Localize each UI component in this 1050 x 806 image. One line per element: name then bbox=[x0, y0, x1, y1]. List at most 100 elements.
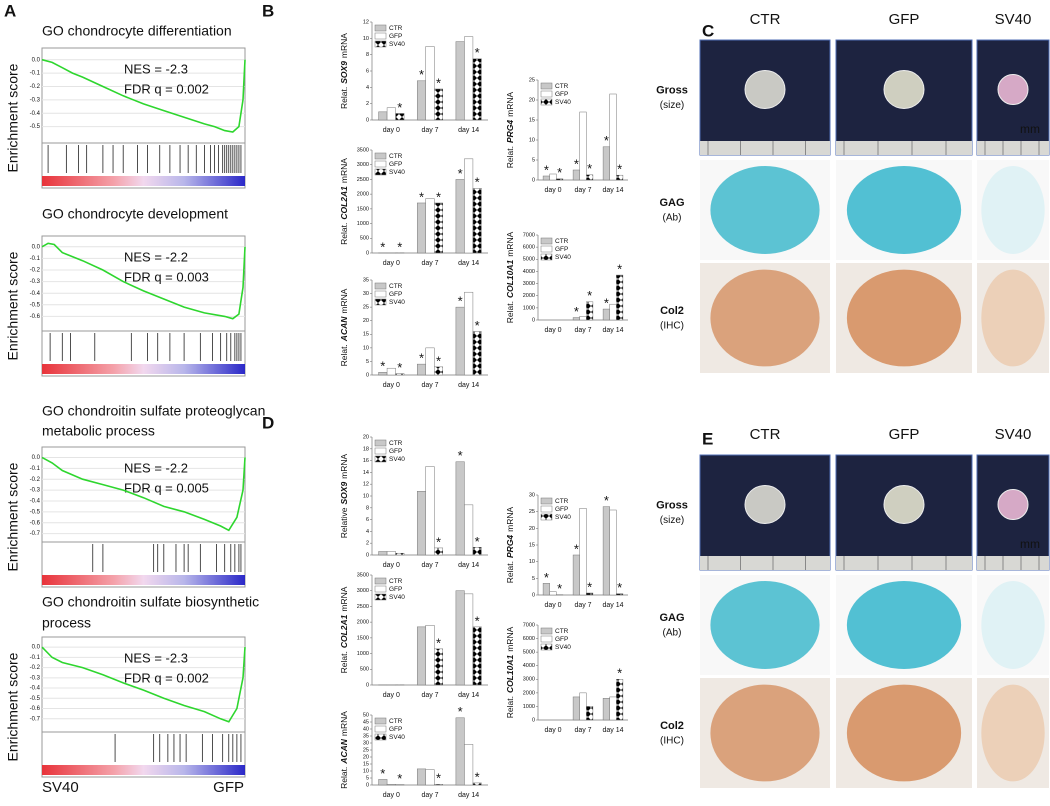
bar bbox=[434, 88, 444, 121]
y-tick-label: -0.1 bbox=[30, 71, 41, 77]
y-axis-label: Relat. ACAN mRNA bbox=[339, 288, 349, 366]
y-tick-label: 0 bbox=[532, 317, 535, 323]
y-label-part: mRNA bbox=[505, 91, 515, 116]
significance-mark: * bbox=[587, 161, 592, 176]
significance-mark: * bbox=[574, 304, 579, 319]
bar bbox=[464, 744, 474, 786]
y-tick-label: 2000 bbox=[357, 620, 369, 626]
legend-label: GFP bbox=[389, 586, 402, 593]
significance-mark: * bbox=[436, 353, 441, 368]
y-tick-label: 0.0 bbox=[32, 244, 41, 250]
significance-mark: * bbox=[436, 189, 441, 204]
tissue bbox=[981, 581, 1045, 669]
y-axis-label: Enrichment score bbox=[5, 251, 21, 360]
legend-label: SV40 bbox=[389, 169, 405, 176]
significance-mark: * bbox=[436, 75, 441, 90]
bar bbox=[464, 593, 474, 686]
y-label-part: mRNA bbox=[339, 158, 349, 183]
bar bbox=[616, 174, 624, 181]
y-tick-label: 2000 bbox=[523, 293, 535, 299]
row-label: Gross bbox=[656, 84, 688, 96]
column-header: SV40 bbox=[995, 11, 1032, 28]
chart-title: GO chondrocyte differentiation bbox=[42, 23, 232, 39]
bar bbox=[572, 696, 580, 721]
bar bbox=[586, 592, 594, 596]
y-tick-label: 2500 bbox=[357, 177, 369, 183]
y-tick-label: 16 bbox=[363, 458, 369, 464]
significance-mark: * bbox=[475, 318, 480, 333]
ruler bbox=[836, 556, 972, 570]
bar bbox=[549, 173, 557, 181]
bar bbox=[425, 347, 435, 376]
y-tick-label: 2 bbox=[366, 101, 369, 107]
y-tick-label: -0.1 bbox=[30, 256, 41, 262]
x-tick-label: day 14 bbox=[458, 382, 479, 389]
y-tick-label: 5 bbox=[532, 576, 535, 582]
y-tick-label: 5 bbox=[532, 157, 535, 163]
y-label-part: mRNA bbox=[339, 453, 349, 478]
bar bbox=[378, 111, 388, 121]
legend-swatch bbox=[540, 82, 553, 90]
bar bbox=[416, 80, 426, 121]
significance-mark: * bbox=[380, 239, 385, 254]
column-header: SV40 bbox=[995, 426, 1032, 443]
y-tick-label: 25 bbox=[529, 77, 535, 83]
y-tick-label: 8 bbox=[366, 52, 369, 58]
y-label-part: mRNA bbox=[339, 33, 349, 58]
y-label-part: ACAN bbox=[339, 738, 349, 764]
y-label-part: mRNA bbox=[339, 711, 349, 736]
bar bbox=[609, 696, 617, 721]
y-tick-label: 10 bbox=[529, 137, 535, 143]
y-tick-label: -0.6 bbox=[30, 520, 41, 526]
bar bbox=[556, 178, 564, 181]
x-tick-label: day 14 bbox=[458, 260, 479, 267]
y-label-part: Relat. bbox=[339, 344, 349, 366]
annotation: FDR q = 0.002 bbox=[124, 81, 209, 96]
y-tick-label: 45 bbox=[363, 719, 369, 725]
significance-mark: * bbox=[397, 360, 402, 375]
chart-title: metabolic process bbox=[42, 423, 155, 439]
y-tick-label: 50 bbox=[363, 712, 369, 718]
y-axis-label: Enrichment score bbox=[5, 63, 21, 172]
y-tick-label: 8 bbox=[366, 505, 369, 511]
bar bbox=[395, 552, 405, 556]
y-tick-label: 1000 bbox=[523, 305, 535, 311]
row-label: GAG bbox=[659, 197, 684, 209]
y-tick-label: 7000 bbox=[523, 622, 535, 628]
y-tick-label: 14 bbox=[363, 470, 369, 476]
legend-label: CTR bbox=[389, 718, 403, 725]
legend-label: GFP bbox=[389, 33, 402, 40]
ruler bbox=[700, 141, 830, 155]
significance-mark: * bbox=[458, 294, 463, 309]
x-tick-label: day 7 bbox=[421, 562, 438, 569]
legend-label: GFP bbox=[555, 91, 568, 98]
y-label-part: Relat. bbox=[505, 696, 515, 718]
bar bbox=[378, 551, 388, 556]
bar bbox=[542, 583, 550, 596]
y-tick-label: 25 bbox=[529, 509, 535, 515]
tissue bbox=[846, 581, 962, 669]
significance-mark: * bbox=[436, 534, 441, 549]
bar bbox=[386, 107, 396, 121]
y-tick-label: -0.4 bbox=[30, 686, 41, 692]
y-tick-label: -0.1 bbox=[30, 655, 41, 661]
row-label: Gross bbox=[656, 499, 688, 511]
tissue bbox=[710, 581, 820, 669]
y-tick-label: -0.2 bbox=[30, 665, 41, 671]
row-sublabel: (size) bbox=[660, 515, 684, 526]
plot-frame bbox=[41, 235, 246, 377]
significance-mark: * bbox=[617, 162, 622, 177]
y-tick-label: -0.4 bbox=[30, 291, 41, 297]
x-tick-label: day 14 bbox=[458, 692, 479, 699]
y-tick-label: 0.0 bbox=[32, 455, 41, 461]
y-tick-label: -0.7 bbox=[30, 531, 41, 537]
bar bbox=[609, 509, 617, 596]
y-tick-label: 2500 bbox=[357, 604, 369, 610]
legend-swatch bbox=[374, 24, 387, 32]
y-tick-label: 3000 bbox=[357, 162, 369, 168]
y-label-part: Relat. bbox=[339, 223, 349, 245]
pellet bbox=[883, 485, 925, 524]
y-tick-label: -0.3 bbox=[30, 97, 41, 103]
significance-mark: * bbox=[475, 175, 480, 190]
legend-label: GFP bbox=[555, 506, 568, 513]
